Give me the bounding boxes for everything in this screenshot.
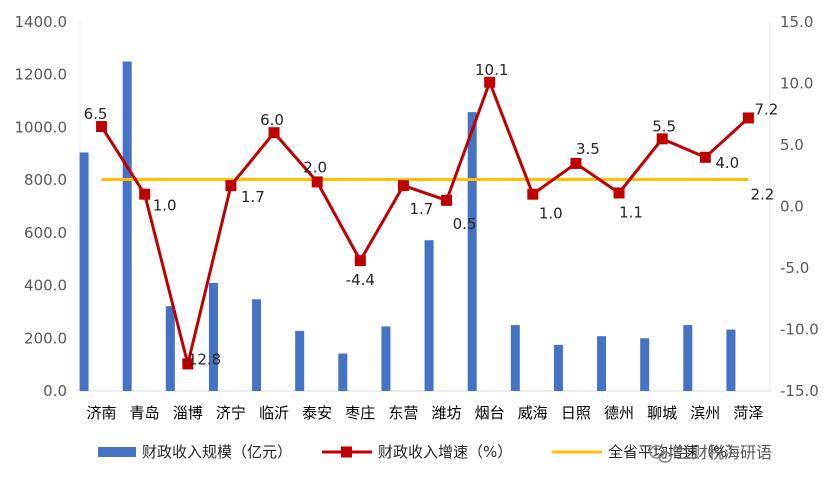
growth-marker-潍坊 <box>441 194 453 206</box>
bar-潍坊 <box>424 240 434 391</box>
growth-label-滨州: 4.0 <box>715 154 739 172</box>
growth-label-聊城: 5.5 <box>652 117 676 135</box>
growth-label-枣庄: -4.4 <box>346 271 375 289</box>
growth-label-青岛: 1.0 <box>153 197 177 215</box>
category-label-滨州: 滨州 <box>690 404 720 422</box>
bar-德州 <box>597 336 607 391</box>
category-label-聊城: 聊城 <box>647 404 677 422</box>
growth-label-德州: 1.1 <box>619 203 643 221</box>
left-tick-label: 1200.0 <box>15 66 68 84</box>
legend-growth-marker <box>341 446 352 458</box>
category-label-济宁: 济宁 <box>216 404 246 422</box>
legend-bar-swatch <box>98 447 136 457</box>
growth-label-烟台: 10.1 <box>475 61 508 79</box>
growth-label-威海: 1.0 <box>539 205 563 223</box>
bar-聊城 <box>640 338 650 391</box>
growth-marker-菏泽 <box>742 112 754 124</box>
category-label-东营: 东营 <box>388 404 418 422</box>
growth-marker-淄博 <box>182 358 194 370</box>
legend-avg-label: 全省平均增速（%） <box>608 443 742 461</box>
bar-淄博 <box>165 306 175 391</box>
growth-marker-日照 <box>570 157 582 169</box>
right-tick-label: 15.0 <box>780 13 813 31</box>
category-label-临沂: 临沂 <box>259 404 289 422</box>
growth-line <box>100 78 750 365</box>
legend-growth-label: 财政收入增速（%） <box>378 443 512 461</box>
growth-marker-泰安 <box>311 176 323 188</box>
bar-菏泽 <box>726 329 736 391</box>
bar-枣庄 <box>338 353 348 391</box>
left-tick-label: 1000.0 <box>15 118 68 136</box>
growth-label-泰安: 2.0 <box>303 158 327 176</box>
growth-marker-德州 <box>613 187 625 199</box>
right-tick-label: -15.0 <box>780 382 819 400</box>
growth-marker-烟台 <box>484 76 496 88</box>
right-tick-label: 5.0 <box>780 136 804 154</box>
bar-临沂 <box>252 299 262 391</box>
growth-marker-济宁 <box>225 180 237 192</box>
left-tick-label: 0.0 <box>43 382 67 400</box>
bar-东营 <box>381 326 391 391</box>
bar-烟台 <box>467 112 477 392</box>
category-label-青岛: 青岛 <box>130 404 160 422</box>
category-label-烟台: 烟台 <box>475 404 505 422</box>
wechat-icon <box>649 445 672 463</box>
left-tick-label: 400.0 <box>24 277 67 295</box>
legend-bar-label: 财政收入规模（亿元） <box>142 443 292 461</box>
bar-威海 <box>510 325 520 391</box>
category-label-威海: 威海 <box>518 404 548 422</box>
category-label-枣庄: 枣庄 <box>345 404 375 422</box>
avg-growth-end-label: 2.2 <box>750 185 774 203</box>
bar-济南 <box>79 152 89 391</box>
category-label-淄博: 淄博 <box>173 404 203 422</box>
growth-marker-威海 <box>527 188 539 200</box>
growth-label-东营: 1.7 <box>410 200 434 218</box>
bar-滨州 <box>683 325 693 391</box>
right-tick-label: 0.0 <box>780 198 804 216</box>
growth-label-菏泽: 7.2 <box>755 100 779 118</box>
category-label-泰安: 泰安 <box>302 404 332 422</box>
left-tick-label: 200.0 <box>24 329 67 347</box>
left-tick-label: 800.0 <box>24 171 67 189</box>
watermark-text: 兰财税海研语 <box>676 443 772 462</box>
growth-label-潍坊: 0.5 <box>453 215 477 233</box>
growth-marker-临沂 <box>268 127 280 139</box>
growth-label-济南: 6.5 <box>84 105 108 123</box>
growth-marker-东营 <box>397 180 409 192</box>
category-label-菏泽: 菏泽 <box>733 404 763 422</box>
growth-marker-青岛 <box>139 188 151 200</box>
category-label-潍坊: 潍坊 <box>432 404 462 422</box>
growth-marker-聊城 <box>656 133 668 145</box>
right-tick-label: 10.0 <box>780 75 813 93</box>
category-label-日照: 日照 <box>561 404 591 422</box>
growth-label-淄博: -12.8 <box>182 350 221 368</box>
category-label-济南: 济南 <box>87 404 117 422</box>
growth-marker-滨州 <box>699 151 711 163</box>
growth-marker-济南 <box>96 121 108 133</box>
bar-日照 <box>553 344 563 391</box>
growth-label-济宁: 1.7 <box>241 188 265 206</box>
growth-marker-枣庄 <box>354 255 366 267</box>
bar-济宁 <box>208 282 218 391</box>
growth-label-日照: 3.5 <box>576 140 600 158</box>
left-tick-label: 600.0 <box>24 224 67 242</box>
category-label-德州: 德州 <box>604 404 634 422</box>
left-tick-label: 1400.0 <box>15 13 68 31</box>
growth-label-临沂: 6.0 <box>260 111 284 129</box>
bar-青岛 <box>122 61 132 392</box>
bar-泰安 <box>295 330 305 391</box>
right-tick-label: -5.0 <box>780 259 809 277</box>
right-tick-label: -10.0 <box>780 321 819 339</box>
